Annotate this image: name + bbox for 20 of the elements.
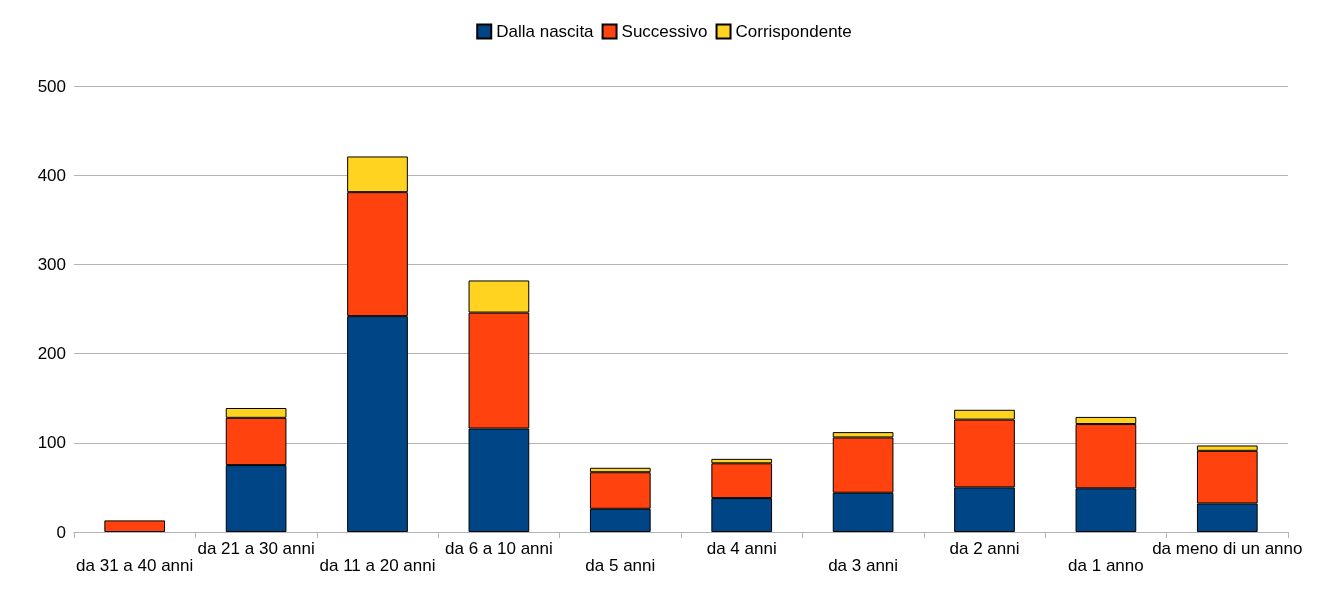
x-tick-label: da meno di un anno <box>1152 539 1303 558</box>
bar <box>104 520 166 532</box>
y-tick-label: 400 <box>37 165 66 185</box>
y-tick-label: 500 <box>37 76 66 96</box>
x-tick-label: da 31 a 40 anni <box>76 556 194 575</box>
x-tick-label: da 21 a 30 anni <box>197 539 315 558</box>
x-tick-label: da 6 a 10 anni <box>445 539 553 558</box>
y-tick-label: 100 <box>37 433 66 453</box>
x-tick-label: da 5 anni <box>585 556 656 575</box>
legend-label: Corrispondente <box>735 22 852 41</box>
legend-label: Dalla nascita <box>496 22 595 41</box>
x-tick-label: da 3 anni <box>828 556 899 575</box>
x-tick-label: da 11 a 20 anni <box>319 556 436 575</box>
y-tick-label: 200 <box>37 344 66 364</box>
x-tick-label: da 2 anni <box>949 539 1020 558</box>
x-tick-label: da 1 anno <box>1068 556 1144 575</box>
legend-label: Successivo <box>621 22 708 41</box>
y-tick-label: 0 <box>56 522 66 542</box>
y-tick-label: 300 <box>37 254 66 274</box>
x-tick-label: da 4 anni <box>706 539 777 558</box>
